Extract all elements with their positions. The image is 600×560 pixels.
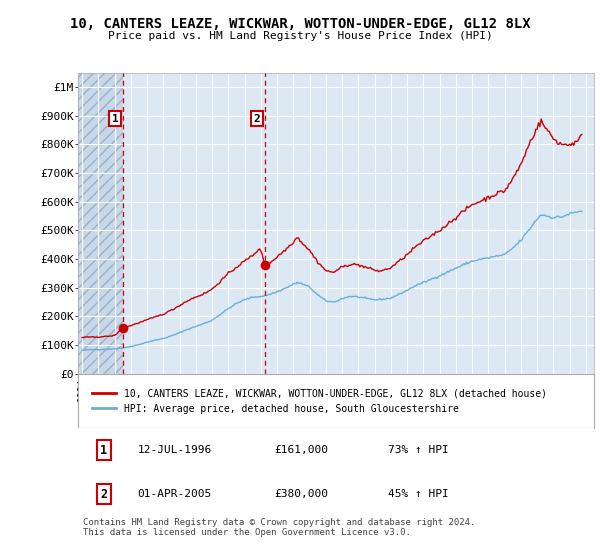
Text: 10, CANTERS LEAZE, WICKWAR, WOTTON-UNDER-EDGE, GL12 8LX: 10, CANTERS LEAZE, WICKWAR, WOTTON-UNDER… — [70, 17, 530, 31]
Bar — [124, 73, 265, 374]
Text: 73% ↑ HPI: 73% ↑ HPI — [388, 445, 448, 455]
Text: Price paid vs. HM Land Registry's House Price Index (HPI): Price paid vs. HM Land Registry's House … — [107, 31, 493, 41]
Text: 1: 1 — [112, 114, 119, 124]
Text: £161,000: £161,000 — [274, 445, 328, 455]
Text: 01-APR-2005: 01-APR-2005 — [137, 489, 212, 499]
Text: 2: 2 — [253, 114, 260, 124]
Legend: 10, CANTERS LEAZE, WICKWAR, WOTTON-UNDER-EDGE, GL12 8LX (detached house), HPI: A: 10, CANTERS LEAZE, WICKWAR, WOTTON-UNDER… — [88, 385, 551, 417]
Text: 2: 2 — [100, 488, 107, 501]
Text: 45% ↑ HPI: 45% ↑ HPI — [388, 489, 448, 499]
Text: Contains HM Land Registry data © Crown copyright and database right 2024.
This d: Contains HM Land Registry data © Crown c… — [83, 517, 476, 537]
Bar — [78, 73, 124, 374]
Text: £380,000: £380,000 — [274, 489, 328, 499]
Text: 12-JUL-1996: 12-JUL-1996 — [137, 445, 212, 455]
Text: 1: 1 — [100, 444, 107, 457]
